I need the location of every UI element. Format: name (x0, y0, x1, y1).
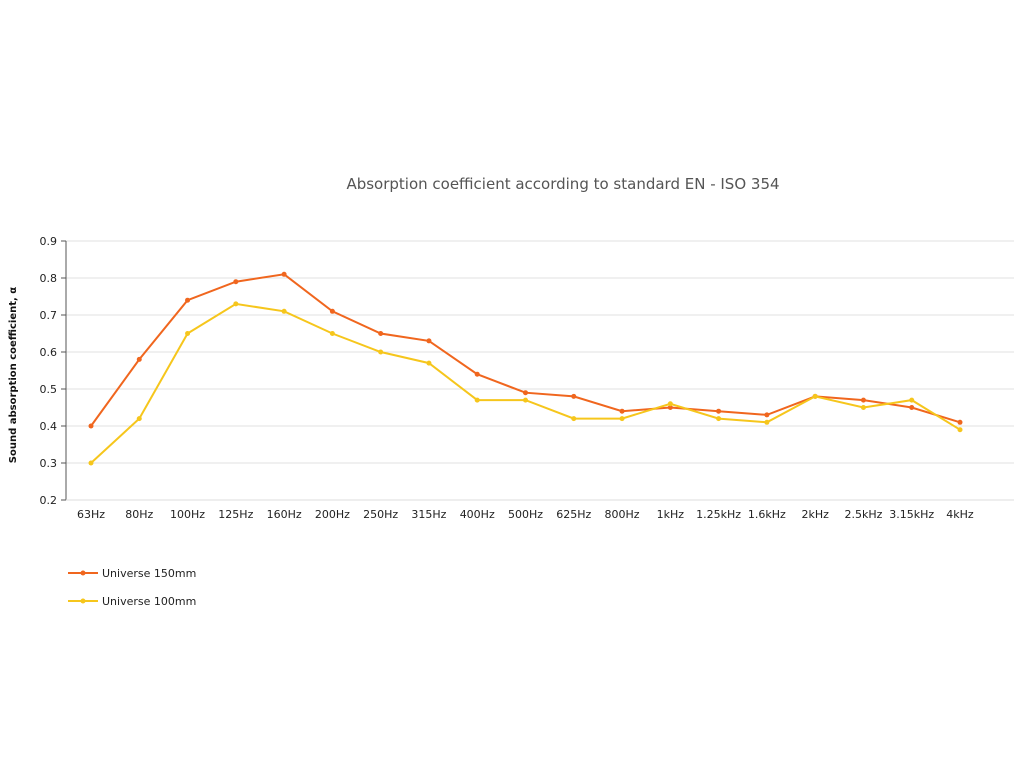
x-tick-label: 1.25kHz (696, 508, 741, 521)
y-tick-label: 0.8 (40, 272, 58, 285)
legend-label: Universe 150mm (102, 567, 196, 580)
data-point (185, 331, 191, 336)
y-tick-label: 0.2 (40, 494, 58, 507)
x-tick-label: 80Hz (125, 508, 153, 521)
x-tick-label: 3.15kHz (889, 508, 934, 521)
data-point (233, 301, 239, 307)
y-tick-label: 0.9 (40, 235, 58, 248)
chart-title: Absorption coefficient according to stan… (346, 175, 779, 193)
data-point (136, 356, 142, 362)
y-tick-label: 0.4 (40, 420, 58, 433)
data-point (909, 397, 915, 403)
legend-label: Universe 100mm (102, 595, 196, 608)
data-point (185, 297, 191, 303)
data-point (88, 460, 94, 466)
data-point (667, 405, 673, 410)
data-point (571, 416, 577, 422)
data-point (909, 405, 915, 410)
data-point (426, 360, 432, 366)
data-point (329, 308, 335, 314)
series-line (90, 302, 961, 464)
data-point (378, 331, 384, 336)
data-point (281, 271, 287, 277)
x-tick-label: 2kHz (801, 508, 829, 521)
data-point (88, 423, 94, 429)
data-point (667, 401, 673, 407)
data-point (329, 331, 335, 336)
y-tick-label: 0.3 (40, 457, 58, 470)
data-point (860, 405, 866, 410)
x-tick-label: 4kHz (946, 508, 974, 521)
data-point (571, 393, 577, 399)
x-tick-label: 500Hz (508, 508, 543, 521)
x-tick-label: 1.6kHz (748, 508, 786, 521)
x-tick-label: 63Hz (77, 508, 105, 521)
y-tick-label: 0.7 (40, 309, 58, 322)
x-tick-label: 625Hz (556, 508, 591, 521)
y-axis-label: Sound absorption coefficient, α (8, 287, 19, 463)
x-tick-label: 160Hz (267, 508, 302, 521)
data-point (957, 419, 963, 425)
legend-marker (80, 570, 86, 576)
y-tick-label: 0.5 (40, 383, 58, 396)
data-point (860, 397, 866, 403)
data-point (619, 416, 625, 422)
data-point (764, 412, 770, 418)
data-point (378, 349, 384, 355)
data-point (426, 338, 432, 344)
data-point (619, 408, 625, 414)
data-point (812, 393, 818, 399)
y-tick-label: 0.6 (40, 346, 58, 359)
x-tick-label: 250Hz (363, 508, 398, 521)
x-tick-label: 200Hz (315, 508, 350, 521)
x-tick-label: 800Hz (605, 508, 640, 521)
data-point (474, 397, 480, 403)
legend-marker (80, 598, 86, 604)
data-point (523, 397, 528, 403)
data-point (764, 419, 770, 425)
data-point (136, 416, 142, 422)
x-tick-label: 100Hz (170, 508, 205, 521)
data-point (233, 279, 239, 285)
data-point (474, 371, 480, 377)
series-line (90, 273, 961, 427)
data-point (281, 308, 287, 314)
x-tick-label: 2.5kHz (844, 508, 882, 521)
x-tick-label: 1kHz (657, 508, 685, 521)
data-point (716, 408, 722, 414)
data-point (957, 427, 963, 433)
x-tick-label: 315Hz (411, 508, 446, 521)
data-point (523, 390, 528, 396)
x-tick-label: 400Hz (460, 508, 495, 521)
data-point (716, 416, 722, 422)
x-tick-label: 125Hz (218, 508, 253, 521)
